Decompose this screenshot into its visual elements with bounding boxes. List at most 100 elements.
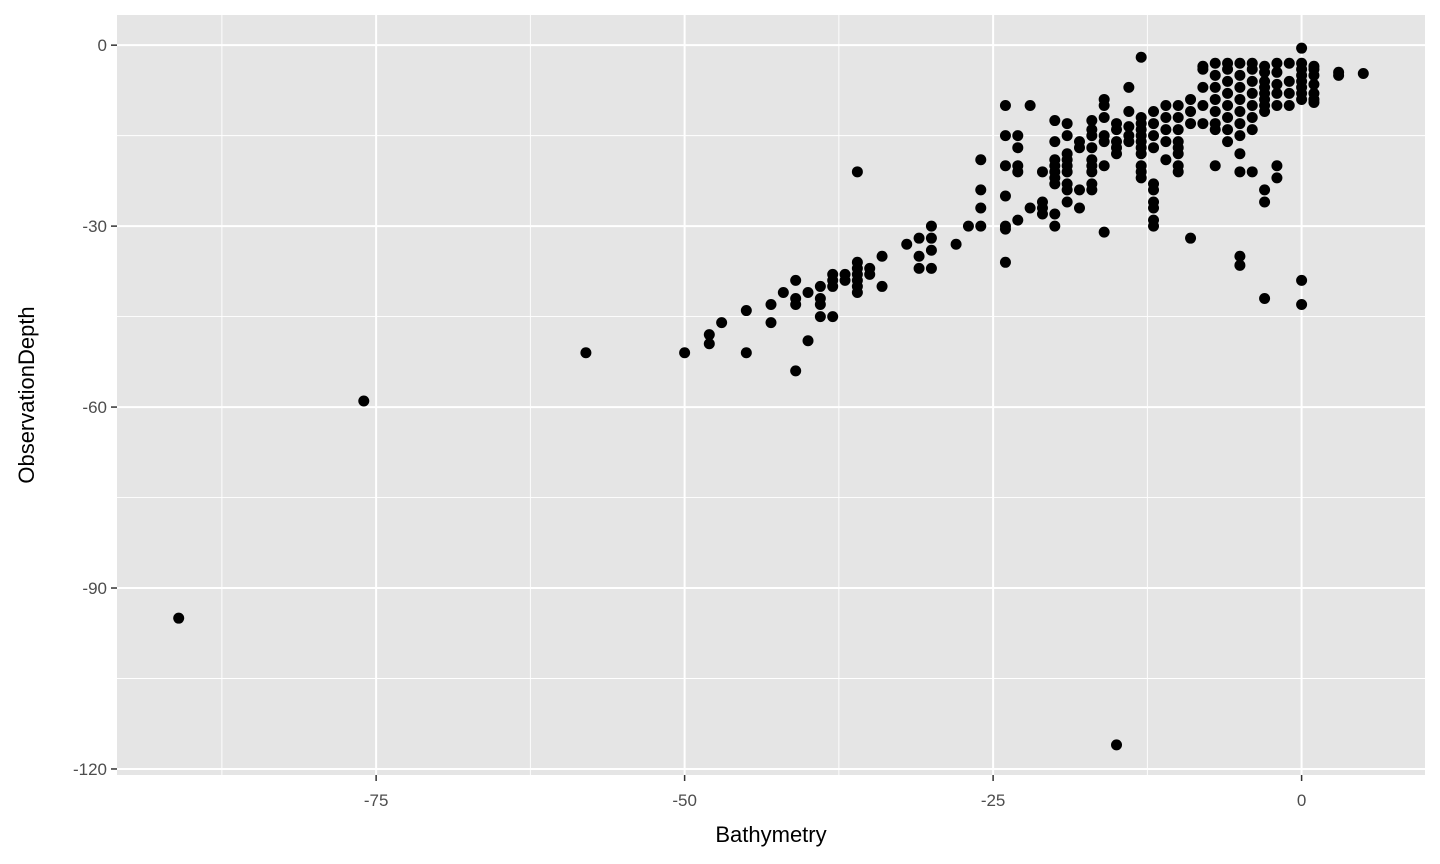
data-point bbox=[1246, 124, 1258, 136]
data-point bbox=[1012, 166, 1024, 178]
data-point bbox=[1172, 99, 1184, 111]
data-point bbox=[1073, 202, 1085, 214]
data-point bbox=[1222, 99, 1234, 111]
data-point bbox=[975, 220, 987, 232]
data-point bbox=[1271, 66, 1283, 78]
data-point bbox=[1234, 130, 1246, 142]
data-point bbox=[1061, 196, 1073, 208]
data-point bbox=[1185, 106, 1197, 118]
data-point bbox=[1234, 69, 1246, 81]
x-tick-label: -50 bbox=[672, 791, 697, 810]
data-point bbox=[790, 274, 802, 286]
data-point bbox=[1271, 78, 1283, 90]
data-point bbox=[1148, 220, 1160, 232]
data-point bbox=[1172, 112, 1184, 124]
data-point bbox=[1271, 99, 1283, 111]
data-point bbox=[716, 317, 728, 329]
data-point bbox=[1197, 118, 1209, 130]
data-point bbox=[1222, 75, 1234, 87]
data-point bbox=[999, 256, 1011, 268]
data-point bbox=[1197, 81, 1209, 93]
data-point bbox=[1061, 118, 1073, 130]
data-point bbox=[1185, 118, 1197, 130]
data-point bbox=[1222, 63, 1234, 75]
data-point bbox=[1283, 99, 1295, 111]
data-point bbox=[1246, 75, 1258, 87]
data-point bbox=[1259, 184, 1271, 196]
data-point bbox=[1012, 130, 1024, 142]
data-point bbox=[1148, 184, 1160, 196]
data-point bbox=[1012, 214, 1024, 226]
data-point bbox=[1259, 66, 1271, 78]
data-point bbox=[1049, 136, 1061, 148]
data-point bbox=[1234, 93, 1246, 105]
x-tick-label: 0 bbox=[1297, 791, 1306, 810]
data-point bbox=[1073, 142, 1085, 154]
data-point bbox=[827, 280, 839, 292]
data-point bbox=[703, 338, 715, 350]
data-point bbox=[1234, 118, 1246, 130]
x-axis-title: Bathymetry bbox=[715, 822, 826, 847]
x-tick-label: -75 bbox=[364, 791, 389, 810]
data-point bbox=[1271, 57, 1283, 69]
data-point bbox=[1160, 124, 1172, 136]
data-point bbox=[765, 299, 777, 311]
data-point bbox=[1246, 112, 1258, 124]
data-point bbox=[1061, 130, 1073, 142]
data-point bbox=[802, 335, 814, 347]
data-point bbox=[1209, 57, 1221, 69]
data-point bbox=[1283, 87, 1295, 99]
data-point bbox=[1296, 274, 1308, 286]
data-point bbox=[1308, 69, 1320, 81]
data-point bbox=[1357, 68, 1369, 80]
data-point bbox=[1296, 42, 1308, 54]
y-tick-label: 0 bbox=[98, 36, 107, 55]
data-point bbox=[1209, 124, 1221, 136]
data-point bbox=[740, 305, 752, 317]
data-point bbox=[925, 244, 937, 256]
data-point bbox=[1296, 93, 1308, 105]
data-point bbox=[802, 286, 814, 298]
data-point bbox=[1209, 69, 1221, 81]
data-point bbox=[1234, 250, 1246, 262]
data-point bbox=[999, 160, 1011, 172]
data-point bbox=[1086, 166, 1098, 178]
data-point bbox=[1234, 148, 1246, 160]
y-tick-label: -120 bbox=[73, 760, 107, 779]
data-point bbox=[1185, 93, 1197, 105]
data-point bbox=[1172, 148, 1184, 160]
data-point bbox=[999, 223, 1011, 235]
data-point bbox=[1148, 142, 1160, 154]
data-point bbox=[790, 299, 802, 311]
data-point bbox=[1135, 172, 1147, 184]
data-point bbox=[876, 250, 888, 262]
data-point bbox=[1234, 106, 1246, 118]
data-point bbox=[1135, 148, 1147, 160]
data-point bbox=[827, 311, 839, 323]
data-point bbox=[740, 347, 752, 359]
data-point bbox=[1098, 112, 1110, 124]
data-point bbox=[1073, 184, 1085, 196]
data-point bbox=[975, 154, 987, 166]
data-point bbox=[1098, 99, 1110, 111]
major-gridlines bbox=[117, 15, 1425, 775]
data-point bbox=[851, 286, 863, 298]
data-point bbox=[1234, 81, 1246, 93]
data-point bbox=[999, 130, 1011, 142]
data-point bbox=[580, 347, 592, 359]
data-point bbox=[703, 329, 715, 341]
data-point bbox=[1185, 232, 1197, 244]
data-point bbox=[1197, 63, 1209, 75]
data-point bbox=[1246, 99, 1258, 111]
data-point bbox=[1148, 202, 1160, 214]
data-point bbox=[1259, 106, 1271, 118]
data-point bbox=[1086, 184, 1098, 196]
data-point bbox=[1061, 166, 1073, 178]
minor-gridlines bbox=[117, 15, 1425, 775]
y-axis: 0 -30 -60 -90 -120 bbox=[73, 36, 117, 779]
data-point bbox=[790, 365, 802, 377]
y-tick-label: -90 bbox=[82, 579, 107, 598]
data-point bbox=[1061, 184, 1073, 196]
data-point bbox=[864, 268, 876, 280]
